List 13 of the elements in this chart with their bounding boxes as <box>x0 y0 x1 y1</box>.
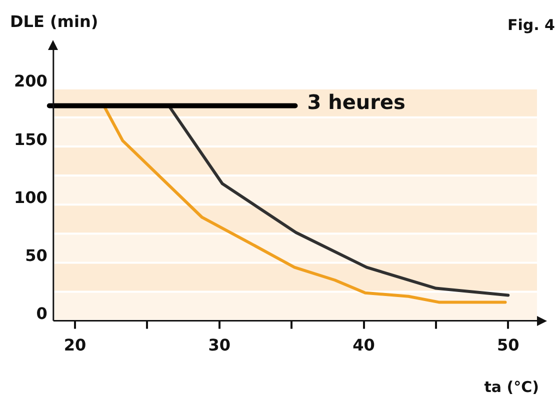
x-tick-label: 20 <box>64 336 86 355</box>
x-tick-label: 30 <box>208 336 231 355</box>
y-axis-title: DLE (min) <box>10 12 98 31</box>
x-axis-title: ta (°C) <box>484 378 539 396</box>
x-tick-label: 50 <box>496 336 520 355</box>
x-tick-label: 40 <box>352 336 375 355</box>
caption: Fig. 4 <box>508 16 555 34</box>
y-tick-label: 100 <box>14 188 48 207</box>
y-tick-label: 50 <box>25 246 48 266</box>
y-tick-label: 200 <box>14 72 48 91</box>
y-tick-label: 0 <box>36 304 48 324</box>
y-tick-label: 150 <box>14 130 48 149</box>
ref-line-label: 3 heures <box>307 90 406 114</box>
